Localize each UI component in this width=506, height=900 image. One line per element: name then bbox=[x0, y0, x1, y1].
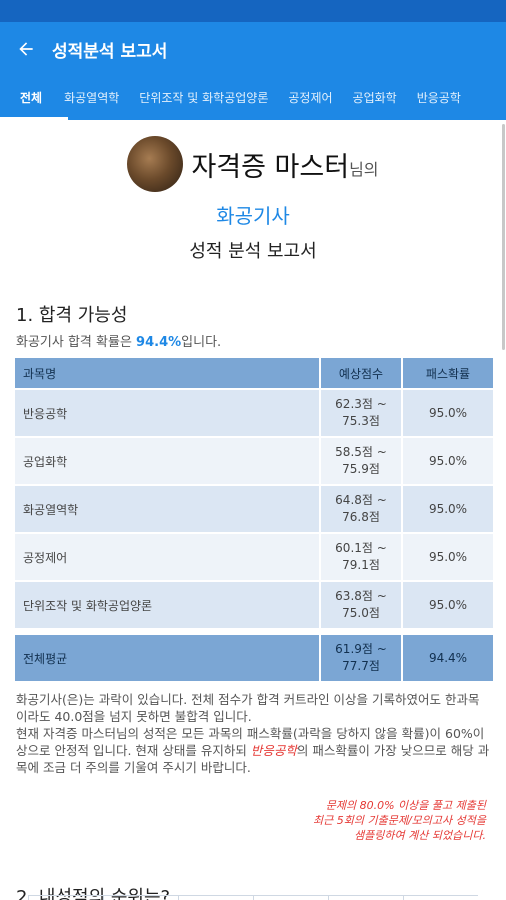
pass-cell: 95.0% bbox=[403, 486, 493, 532]
table-header-row: 과목명 예상점수 패스확률 bbox=[15, 358, 493, 388]
pass-probability-value: 94.4% bbox=[136, 335, 182, 350]
user-name: 자격증 마스터 bbox=[191, 151, 350, 183]
page-title: 성적분석 보고서 bbox=[52, 41, 168, 62]
table-row: 단위조작 및 화학공업양론 63.8점 ~75.0점 95.0% bbox=[15, 582, 493, 628]
score-cell: 62.3점 ~75.3점 bbox=[321, 390, 401, 436]
score-cell: 63.8점 ~75.0점 bbox=[321, 582, 401, 628]
score-table: 과목명 예상점수 패스확률 반응공학 62.3점 ~75.3점 95.0% 공업… bbox=[13, 356, 495, 683]
sampling-note: 문제의 80.0% 이상을 풀고 제출된 최근 5회의 기출문제/모의고사 성적… bbox=[313, 799, 486, 842]
pass-probability-text: 화공기사 합격 확률은 94.4%입니다. bbox=[16, 335, 222, 350]
score-cell: 64.8점 ~76.8점 bbox=[321, 486, 401, 532]
section-title-pass-probability: 1. 합격 가능성 bbox=[16, 305, 128, 326]
arrow-back-icon bbox=[19, 42, 33, 56]
name-suffix: 님의 bbox=[349, 160, 379, 179]
section-title-ranking: 2. 내성적의 순위는? bbox=[16, 887, 171, 900]
tab-industrial-chemistry[interactable]: 공업화학 bbox=[352, 91, 397, 105]
subject-cell: 공업화학 bbox=[15, 438, 319, 484]
fail-rule-text: 화공기사(은)는 과락이 있습니다. 전체 점수가 합격 커트라인 이상을 기록… bbox=[16, 692, 480, 724]
weakest-subject: 반응공학 bbox=[250, 743, 297, 758]
scrollbar[interactable] bbox=[502, 124, 505, 350]
subject-cell: 공정제어 bbox=[15, 534, 319, 580]
tab-process-control[interactable]: 공정제어 bbox=[288, 91, 333, 105]
tab-bar: 전체 화공열역학 단위조작 및 화학공업양론 공정제어 공업화학 반응공학 bbox=[0, 76, 506, 120]
tab-all[interactable]: 전체 bbox=[20, 91, 43, 105]
app-bar: 성적분석 보고서 bbox=[0, 22, 506, 76]
back-button[interactable] bbox=[0, 22, 52, 76]
table-total-row: 전체평균 61.9점 ~77.7점 94.4% bbox=[15, 635, 493, 681]
avatar bbox=[127, 136, 184, 192]
header-expected-score: 예상점수 bbox=[321, 358, 401, 388]
advice-text: 현재 자격증 마스터님의 성적은 모든 과목의 패스확률(과락을 당하지 않을 … bbox=[16, 726, 490, 775]
header-subject: 과목명 bbox=[15, 358, 319, 388]
header-pass-probability: 패스확률 bbox=[403, 358, 493, 388]
tab-thermodynamics[interactable]: 화공열역학 bbox=[64, 91, 120, 105]
subject-cell: 반응공학 bbox=[15, 390, 319, 436]
total-score-cell: 61.9점 ~77.7점 bbox=[321, 635, 401, 681]
tab-unit-operations[interactable]: 단위조작 및 화학공업양론 bbox=[139, 91, 269, 105]
score-cell: 58.5점 ~75.9점 bbox=[321, 438, 401, 484]
score-cell: 60.1점 ~79.1점 bbox=[321, 534, 401, 580]
ranking-table-peek bbox=[28, 895, 478, 900]
pass-cell: 95.0% bbox=[403, 534, 493, 580]
subject-cell: 화공열역학 bbox=[15, 486, 319, 532]
certificate-name: 화공기사 bbox=[216, 204, 290, 228]
total-pass-cell: 94.4% bbox=[403, 635, 493, 681]
report-content[interactable]: 자격증 마스터 님의 화공기사 성적 분석 보고서 1. 합격 가능성 화공기사… bbox=[0, 120, 506, 900]
table-row: 공정제어 60.1점 ~79.1점 95.0% bbox=[15, 534, 493, 580]
report-title: 성적 분석 보고서 bbox=[189, 241, 317, 262]
tab-reaction-engineering[interactable]: 반응공학 bbox=[416, 91, 461, 105]
table-row: 화공열역학 64.8점 ~76.8점 95.0% bbox=[15, 486, 493, 532]
pass-cell: 95.0% bbox=[403, 438, 493, 484]
pass-cell: 95.0% bbox=[403, 582, 493, 628]
subject-cell: 단위조작 및 화학공업양론 bbox=[15, 582, 319, 628]
total-label-cell: 전체평균 bbox=[15, 635, 319, 681]
table-row: 반응공학 62.3점 ~75.3점 95.0% bbox=[15, 390, 493, 436]
report-header: 자격증 마스터 님의 화공기사 성적 분석 보고서 bbox=[0, 120, 506, 263]
pass-cell: 95.0% bbox=[403, 390, 493, 436]
table-row: 공업화학 58.5점 ~75.9점 95.0% bbox=[15, 438, 493, 484]
tab-indicator bbox=[0, 117, 68, 120]
status-bar bbox=[0, 0, 506, 22]
